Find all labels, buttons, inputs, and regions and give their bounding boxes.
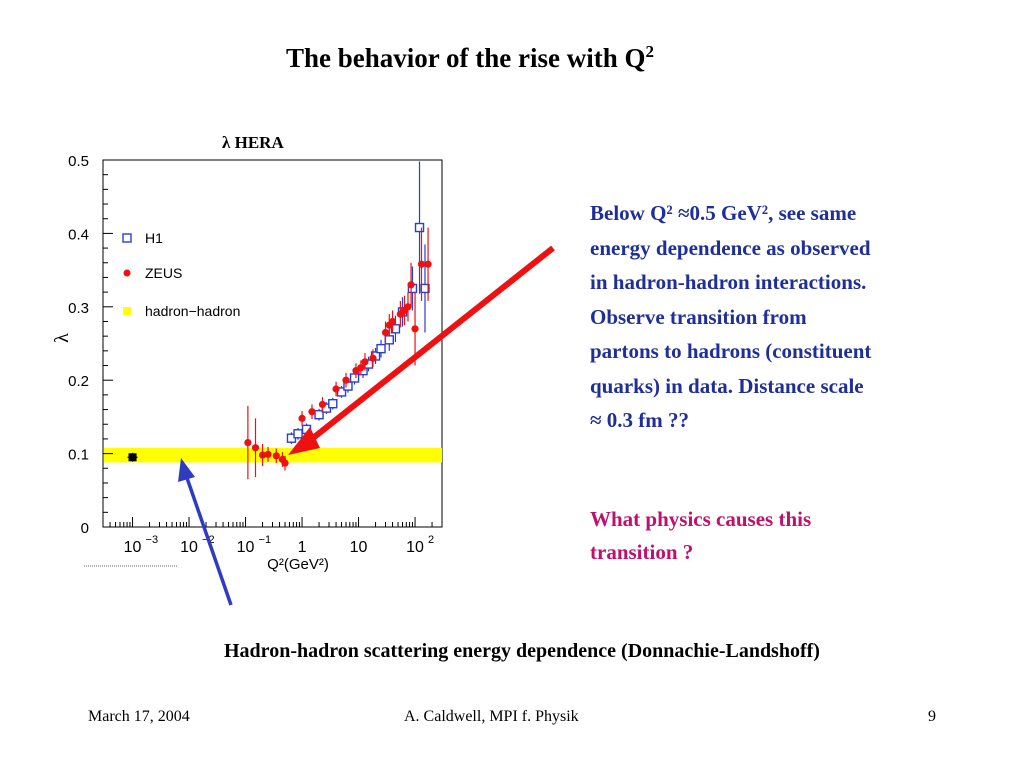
question-text: What physics causes this transition ? (590, 503, 950, 569)
x-tick-label: 1 (298, 539, 307, 556)
red-arrow-head (288, 427, 320, 455)
slide-title-text: The behavior of the rise with Q (286, 43, 646, 73)
zeus-point (308, 408, 316, 416)
zeus-point (298, 414, 306, 422)
y-tick-label: 0.4 (68, 226, 89, 243)
slide-title: The behavior of the rise with Q2 (0, 42, 982, 74)
explanation-line: quarks) in data. Distance scale (590, 373, 864, 398)
h1-point (384, 335, 394, 345)
footer-date: March 17, 2004 (88, 708, 190, 725)
annotation-arrows (178, 245, 555, 606)
plot-axis-labels: Q²(GeV²) λ (51, 333, 329, 573)
plot-legend: H1 ZEUS hadron−hadron (122, 230, 240, 319)
red-arrow-shaft (306, 245, 555, 445)
y-axis-label: λ (51, 333, 73, 343)
legend-marker-hadron (123, 307, 131, 315)
question-line: What physics causes this (590, 507, 812, 531)
explanation-line: energy dependence as observed (590, 235, 871, 260)
h1-point (328, 398, 338, 409)
legend-label: H1 (145, 230, 163, 246)
blue-arrow-shaft (185, 477, 233, 606)
zeus-point (281, 459, 289, 467)
h1-point (376, 343, 386, 354)
plot-title: λ HERA (222, 133, 284, 152)
h1-point (293, 429, 303, 439)
hadron-point (128, 453, 137, 462)
zeus-point (318, 400, 327, 409)
explanation-text: Below Q² ≈0.5 GeV², see same energy depe… (590, 196, 990, 438)
zeus-point (258, 451, 267, 459)
blue-arrow-head (178, 458, 195, 482)
zeus-point (357, 364, 365, 372)
zeus-point (244, 438, 252, 447)
y-tick-label: 0 (81, 520, 89, 537)
h1-point (314, 409, 324, 420)
plot-points (127, 161, 432, 480)
zeus-point (342, 376, 350, 384)
zeus-point (264, 450, 272, 458)
zeus-point (424, 260, 432, 268)
zeus-point (272, 452, 280, 460)
y-tick-label: 0.1 (68, 447, 89, 464)
x-tick-label: 10 (237, 539, 255, 556)
h1-point (349, 373, 360, 383)
x-tick-exponent: −3 (146, 534, 159, 546)
y-tick-label: 0.2 (68, 373, 89, 390)
slide-title-superscript: 2 (645, 42, 655, 61)
x-tick-label: 10 (406, 539, 424, 556)
zeus-point (381, 328, 390, 337)
x-tick-label: 10 (350, 539, 368, 556)
legend-marker-h1 (122, 233, 132, 243)
explanation-line: Below Q² ≈0.5 GeV², see same (590, 201, 857, 225)
legend-label: ZEUS (145, 265, 182, 281)
zeus-point (411, 325, 419, 333)
explanation-line: in hadron-hadron interactions. (590, 270, 867, 294)
h1-point (414, 222, 425, 233)
zeus-point (407, 281, 415, 289)
zeus-point (388, 317, 397, 326)
footer-author: A. Caldwell, MPI f. Physik (404, 708, 579, 725)
x-tick-exponent: 2 (428, 534, 434, 546)
explanation-line: partons to hadrons (constituent (590, 339, 872, 363)
y-tick-label: 0.5 (68, 153, 89, 170)
question-line: transition ? (590, 540, 694, 564)
explanation-line: Observe transition from (590, 304, 807, 329)
zeus-point (404, 303, 412, 311)
footer-page-number: 9 (928, 708, 936, 725)
zeus-point (251, 444, 260, 452)
legend-label: hadron−hadron (145, 303, 240, 319)
x-tick-label: 10 (180, 539, 198, 556)
zeus-point (361, 358, 369, 366)
x-tick-exponent: −1 (259, 534, 272, 546)
zeus-point (369, 354, 377, 362)
y-tick-label: 0.3 (68, 300, 89, 317)
x-axis-label: Q²(GeV²) (267, 556, 329, 573)
x-tick-label: 10 (124, 539, 142, 556)
legend-marker-zeus (123, 269, 131, 277)
zeus-point (417, 260, 426, 268)
figure-caption: Hadron-hadron scattering energy dependen… (224, 640, 820, 662)
explanation-line: ≈ 0.3 fm ?? (590, 408, 690, 432)
zeus-point (332, 385, 340, 393)
h1-point (390, 324, 401, 334)
